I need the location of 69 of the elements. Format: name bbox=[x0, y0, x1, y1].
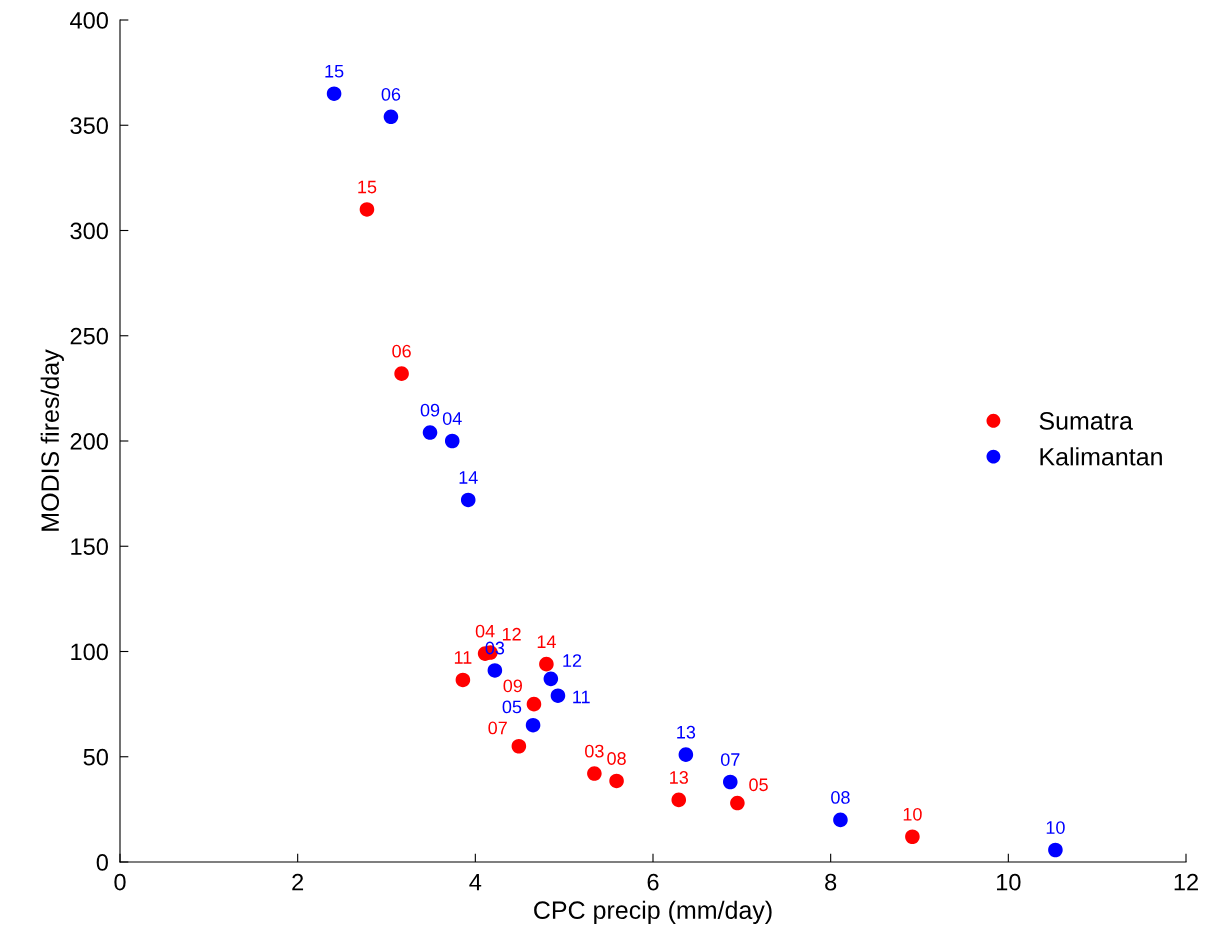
annotation: 09 bbox=[503, 679, 522, 693]
annotation: 10 bbox=[1046, 821, 1065, 834]
annotation: 12 bbox=[502, 627, 521, 641]
annotation: 08 bbox=[607, 752, 626, 765]
annotation: 12 bbox=[563, 654, 582, 667]
y-tick-label: 400 bbox=[70, 12, 108, 29]
point bbox=[511, 738, 527, 754]
annotation: 07 bbox=[488, 721, 507, 735]
annotation: 06 bbox=[381, 87, 401, 101]
annotation: 06 bbox=[392, 344, 411, 358]
point bbox=[383, 109, 399, 125]
y-axis-title: MODIS fires/day bbox=[40, 349, 64, 531]
x-tick-label: 8 bbox=[825, 873, 837, 891]
x-tick-label: 10 bbox=[997, 873, 1021, 891]
point bbox=[1048, 842, 1063, 858]
y-tick-label: 100 bbox=[71, 643, 108, 661]
annotation: 10 bbox=[903, 807, 922, 821]
x-tick-label: 4 bbox=[469, 873, 482, 891]
legend-label: Sumatra bbox=[1039, 412, 1133, 430]
x-tick-label: 0 bbox=[114, 873, 126, 891]
annotation: 13 bbox=[670, 771, 689, 784]
point bbox=[723, 774, 738, 790]
annotation: 08 bbox=[831, 791, 850, 804]
y-tick-label: 250 bbox=[70, 327, 108, 345]
point bbox=[460, 492, 476, 508]
point bbox=[543, 671, 559, 687]
x-tick-label: 2 bbox=[292, 873, 304, 891]
annotation: 05 bbox=[502, 700, 522, 714]
annotation: 14 bbox=[459, 471, 478, 484]
x-tick-label: 6 bbox=[647, 873, 659, 891]
point bbox=[678, 747, 694, 762]
y-tick-label: 300 bbox=[70, 222, 108, 240]
point bbox=[394, 366, 409, 381]
point bbox=[525, 717, 541, 733]
annotation: 09 bbox=[420, 403, 440, 417]
y-tick-label: 350 bbox=[70, 117, 108, 135]
annotation: 11 bbox=[454, 651, 472, 664]
point bbox=[833, 812, 848, 828]
point bbox=[359, 202, 375, 217]
legend-label: Kalimantan bbox=[1040, 447, 1162, 466]
point bbox=[550, 688, 566, 703]
point bbox=[444, 433, 460, 449]
y-tick-label: 0 bbox=[96, 854, 108, 871]
point bbox=[422, 425, 438, 440]
annotation: 14 bbox=[537, 635, 556, 648]
annotation: 04 bbox=[442, 412, 462, 425]
annotation: 15 bbox=[358, 180, 377, 194]
annotation: 13 bbox=[677, 725, 696, 739]
point bbox=[671, 792, 687, 808]
annotation: 07 bbox=[720, 753, 740, 766]
x-tick-label: 12 bbox=[1174, 873, 1198, 891]
annotation: 11 bbox=[573, 690, 590, 704]
point bbox=[905, 829, 920, 845]
point bbox=[587, 766, 602, 781]
y-tick-label: 150 bbox=[71, 538, 108, 556]
point bbox=[455, 672, 471, 688]
annotation: 04 bbox=[475, 624, 495, 638]
x-axis-title: CPC precip (mm/day) bbox=[534, 900, 772, 924]
point bbox=[526, 696, 542, 712]
annotation: 15 bbox=[325, 65, 344, 78]
point bbox=[609, 773, 624, 789]
point bbox=[326, 86, 342, 101]
point bbox=[730, 795, 745, 811]
y-tick-label: 50 bbox=[83, 748, 108, 766]
annotation: 03 bbox=[585, 744, 604, 758]
point bbox=[539, 656, 554, 672]
annotation: 05 bbox=[749, 778, 768, 792]
y-tick-label: 200 bbox=[70, 433, 108, 450]
point bbox=[487, 663, 503, 678]
